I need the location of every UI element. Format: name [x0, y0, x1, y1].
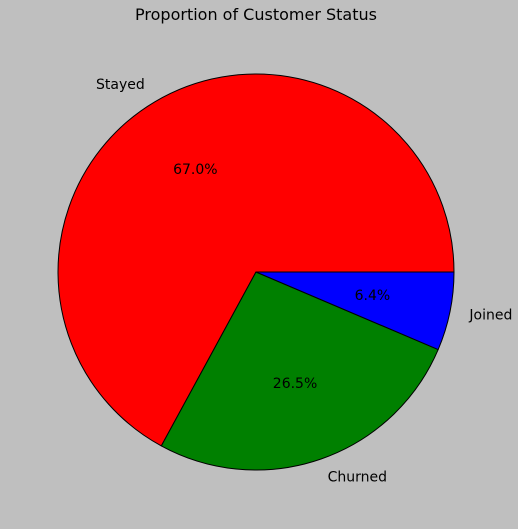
pct-label-churned: 26.5%	[273, 376, 317, 392]
pie-slice-stayed	[57, 73, 455, 447]
slice-label-joined: Joined	[468, 308, 512, 324]
pie-slice-joined	[255, 271, 455, 351]
slice-label-stayed: Stayed	[96, 77, 145, 93]
pie-slices	[57, 73, 455, 471]
pie-slice-churned	[160, 271, 439, 471]
pct-label-joined: 6.4%	[355, 288, 391, 304]
chart-title: Proportion of Customer Status	[135, 5, 377, 24]
pct-label-stayed: 67.0%	[173, 162, 217, 178]
slice-label-churned: Churned	[328, 470, 387, 486]
pie-labels: Stayed 67.0% Churned 26.5% Joined 6.4%	[96, 77, 512, 486]
